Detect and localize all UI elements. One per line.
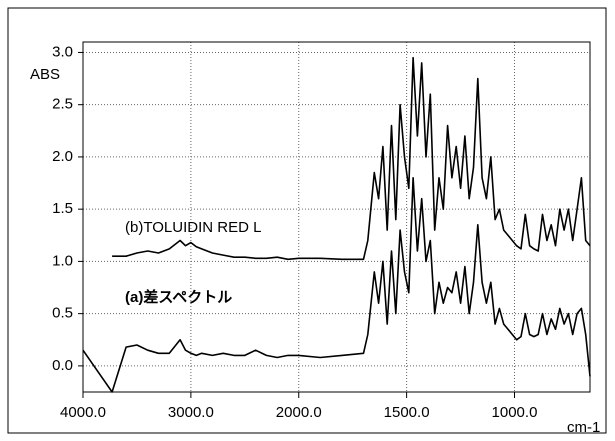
outer-frame — [7, 7, 607, 434]
y-tick-label: 2.5 — [52, 96, 73, 113]
spectrum-line — [112, 56, 591, 261]
y-tick-label: 0.0 — [52, 357, 73, 374]
y-axis-label: ABS — [30, 66, 60, 83]
x-tick-label: 1000.0 — [492, 404, 538, 421]
y-tick-label: 1.5 — [52, 200, 73, 217]
y-tick-label: 1.0 — [52, 252, 73, 269]
annotation: (b)TOLUIDIN RED L — [125, 219, 261, 236]
annotation: (a)差スペクトル — [125, 288, 232, 306]
spectrum-line — [82, 177, 591, 393]
x-tick-label: 3000.0 — [168, 404, 214, 421]
x-axis-label: cm-1 — [567, 419, 600, 436]
y-tick-label: 0.5 — [52, 305, 73, 322]
x-tick-label: 2000.0 — [276, 404, 322, 421]
y-tick-label: 3.0 — [52, 43, 73, 60]
plot-frame — [82, 41, 591, 393]
x-tick-label: 4000.0 — [60, 404, 106, 421]
y-tick-label: 2.0 — [52, 148, 73, 165]
x-tick-label: 1500.0 — [384, 404, 430, 421]
